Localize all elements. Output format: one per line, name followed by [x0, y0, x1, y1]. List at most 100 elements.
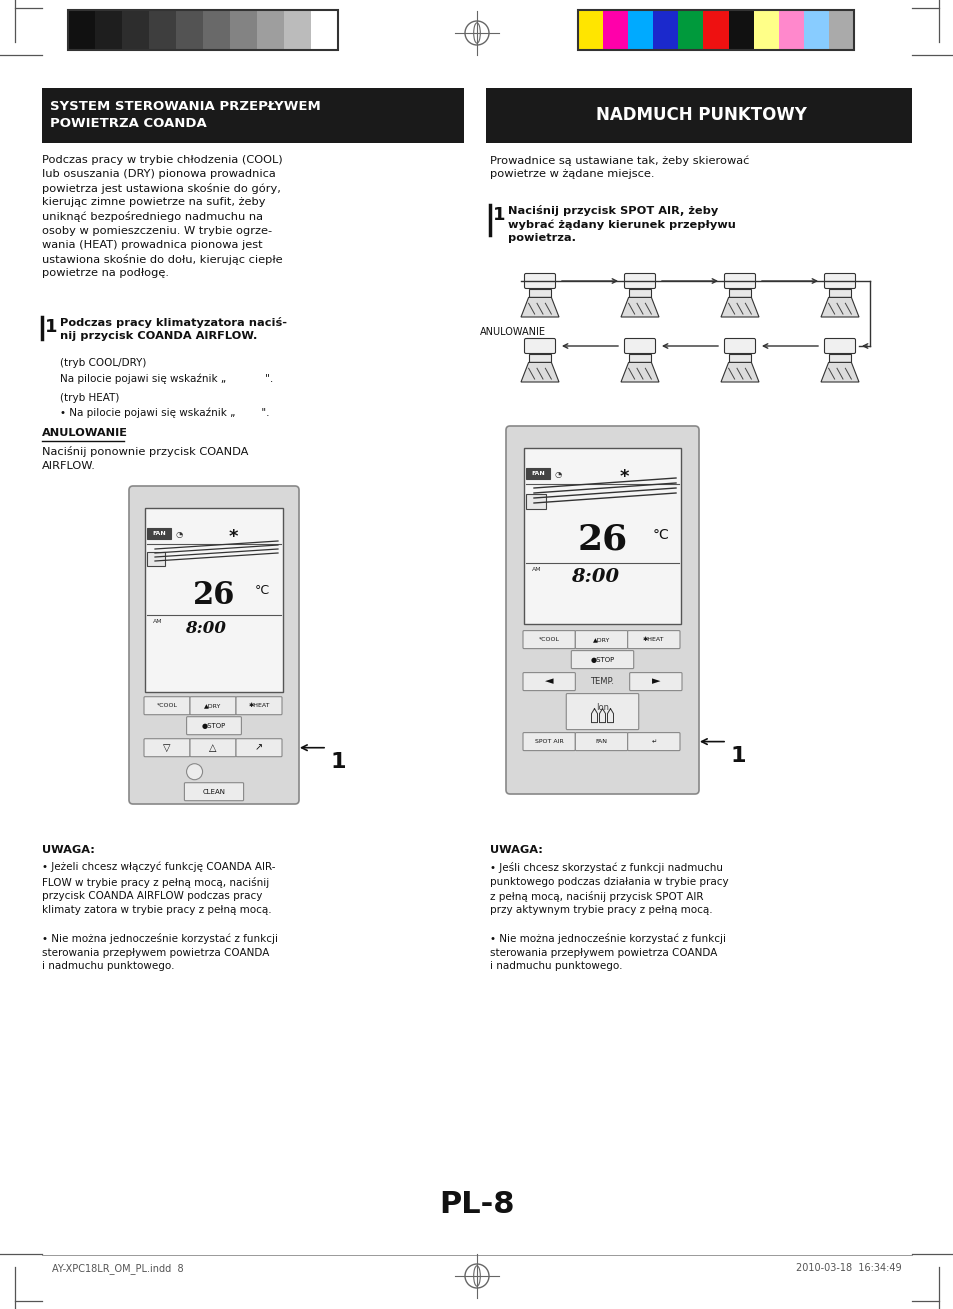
Polygon shape [520, 363, 558, 382]
Bar [628, 289, 651, 297]
Text: ✱HEAT: ✱HEAT [248, 703, 270, 708]
Text: ●STOP: ●STOP [202, 723, 226, 729]
Bar [145, 508, 283, 691]
Polygon shape [520, 297, 558, 317]
FancyBboxPatch shape [235, 696, 282, 715]
Text: *COOL: *COOL [538, 637, 559, 643]
FancyBboxPatch shape [129, 486, 298, 804]
Bar [728, 289, 751, 297]
FancyBboxPatch shape [823, 274, 855, 288]
Bar [523, 448, 680, 624]
FancyBboxPatch shape [524, 274, 555, 288]
Text: UWAGA:: UWAGA: [490, 846, 542, 855]
Text: Na pilocie pojawi się wskaźnik „            ".: Na pilocie pojawi się wskaźnik „ ". [60, 373, 273, 384]
Bar [627, 10, 653, 50]
Bar [728, 10, 753, 50]
Bar [203, 10, 230, 50]
Bar [753, 10, 778, 50]
Text: Prowadnice są ustawiane tak, żeby skierować
powietrze w żądane miejsce.: Prowadnice są ustawiane tak, żeby skiero… [490, 154, 749, 179]
Bar [828, 353, 850, 363]
Text: 1: 1 [730, 746, 745, 766]
Bar [42, 88, 463, 143]
Text: △: △ [209, 742, 216, 753]
Polygon shape [720, 363, 759, 382]
Text: PL-8: PL-8 [438, 1190, 515, 1219]
Text: (tryb HEAT): (tryb HEAT) [60, 393, 119, 403]
Text: • Jeśli chcesz skorzystać z funkcji nadmuchu
punktowego podczas działania w tryb: • Jeśli chcesz skorzystać z funkcji nadm… [490, 863, 728, 915]
Bar [149, 10, 175, 50]
Circle shape [187, 763, 202, 780]
FancyBboxPatch shape [235, 738, 282, 757]
Text: (tryb COOL/DRY): (tryb COOL/DRY) [60, 357, 146, 368]
Text: • Jeżeli chcesz włączyć funkcję COANDA AIR-
FLOW w trybie pracy z pełną mocą, na: • Jeżeli chcesz włączyć funkcję COANDA A… [42, 863, 275, 915]
Bar [311, 10, 337, 50]
Text: 8:00: 8:00 [571, 568, 618, 586]
FancyBboxPatch shape [144, 696, 190, 715]
Text: *: * [229, 528, 238, 546]
FancyBboxPatch shape [566, 694, 639, 729]
Bar [284, 10, 311, 50]
Text: SYSTEM STEROWANIA PRZEPŁYWEM
POWIETRZA COANDA: SYSTEM STEROWANIA PRZEPŁYWEM POWIETRZA C… [50, 101, 320, 130]
Text: SPOT AIR: SPOT AIR [535, 740, 563, 744]
Text: ✱HEAT: ✱HEAT [642, 637, 664, 643]
Polygon shape [620, 297, 659, 317]
Text: 1: 1 [331, 751, 346, 772]
Bar [528, 353, 551, 363]
FancyBboxPatch shape [522, 673, 575, 691]
Polygon shape [720, 297, 759, 317]
Text: FAN: FAN [152, 531, 166, 535]
Text: *COOL: *COOL [156, 703, 177, 708]
Bar [122, 10, 149, 50]
Text: Podczas pracy w trybie chłodzenia (COOL)
lub osuszania (DRY) pionowa prowadnica
: Podczas pracy w trybie chłodzenia (COOL)… [42, 154, 282, 278]
Text: AM: AM [532, 567, 541, 572]
FancyBboxPatch shape [524, 339, 555, 353]
Text: ↗: ↗ [254, 742, 263, 753]
Text: NADMUCH PUNKTOWY: NADMUCH PUNKTOWY [595, 106, 805, 124]
FancyBboxPatch shape [571, 651, 633, 669]
Text: ●STOP: ●STOP [590, 657, 614, 662]
Text: • Nie można jednocześnie korzystać z funkcji
sterowania przepływem powietrza COA: • Nie można jednocześnie korzystać z fun… [42, 933, 277, 971]
Text: °C: °C [254, 584, 270, 597]
FancyBboxPatch shape [184, 783, 243, 801]
FancyBboxPatch shape [187, 717, 241, 734]
Text: *: * [619, 469, 629, 486]
Text: 8:00: 8:00 [185, 620, 226, 637]
Bar [147, 528, 171, 539]
Text: UWAGA:: UWAGA: [42, 846, 94, 855]
Text: AY-XPC18LR_OM_PL.indd  8: AY-XPC18LR_OM_PL.indd 8 [52, 1263, 183, 1274]
Text: ▲DRY: ▲DRY [592, 637, 610, 643]
Text: Naciśnij przycisk SPOT AIR, żeby
wybrać żądany kierunek przepływu
powietrza.: Naciśnij przycisk SPOT AIR, żeby wybrać … [507, 206, 735, 243]
Bar [628, 353, 651, 363]
FancyBboxPatch shape [190, 696, 235, 715]
Text: 2010-03-18  16:34:49: 2010-03-18 16:34:49 [796, 1263, 901, 1272]
Text: 26: 26 [577, 524, 627, 558]
Bar [68, 10, 337, 50]
FancyBboxPatch shape [575, 631, 627, 648]
Text: • Nie można jednocześnie korzystać z funkcji
sterowania przepływem powietrza COA: • Nie można jednocześnie korzystać z fun… [490, 933, 725, 971]
Text: Ion: Ion [596, 703, 608, 712]
FancyBboxPatch shape [624, 339, 655, 353]
FancyBboxPatch shape [144, 738, 190, 757]
Bar [95, 10, 122, 50]
Text: ►: ► [651, 677, 659, 687]
Text: ▽: ▽ [163, 742, 171, 753]
FancyBboxPatch shape [522, 631, 575, 648]
Text: 26: 26 [193, 580, 235, 611]
Bar [528, 289, 551, 297]
Text: Podczas pracy klimatyzatora naciś-
nij przycisk COANDA AIRFLOW.: Podczas pracy klimatyzatora naciś- nij p… [60, 317, 287, 342]
Text: ANULOWANIE: ANULOWANIE [479, 327, 545, 336]
Bar [175, 10, 203, 50]
Text: FAN: FAN [595, 740, 607, 744]
FancyBboxPatch shape [627, 631, 679, 648]
Bar [728, 353, 751, 363]
Bar [803, 10, 828, 50]
Bar [602, 10, 627, 50]
Bar [828, 10, 853, 50]
Text: ◔: ◔ [175, 530, 183, 539]
Polygon shape [620, 363, 659, 382]
FancyBboxPatch shape [627, 733, 679, 750]
Bar [702, 10, 728, 50]
FancyBboxPatch shape [575, 733, 627, 750]
Bar [778, 10, 803, 50]
Bar [230, 10, 256, 50]
